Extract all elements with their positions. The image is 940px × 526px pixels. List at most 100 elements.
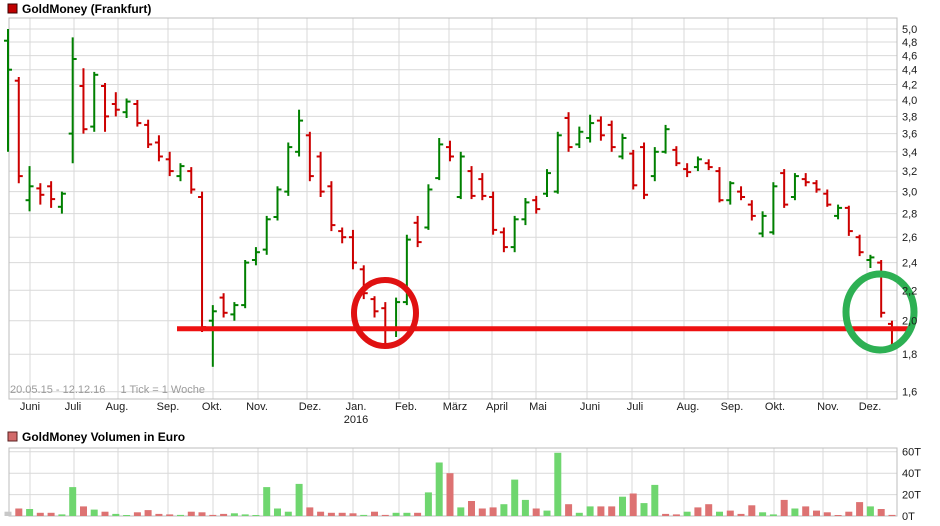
price-annotations xyxy=(177,270,918,354)
ohlc-bar xyxy=(144,119,153,148)
volume-bar xyxy=(4,511,12,516)
volume-bar xyxy=(780,499,788,516)
volume-bar xyxy=(845,511,853,516)
ohlc-bar xyxy=(553,131,562,194)
volume-bar xyxy=(748,505,756,516)
volume-bar xyxy=(489,507,497,516)
ohlc-bar xyxy=(47,181,56,208)
ohlc-bar xyxy=(823,189,832,207)
volume-bar xyxy=(586,506,594,516)
volume-bar xyxy=(500,504,508,516)
price-y-tick-label: 4,2 xyxy=(902,80,917,92)
volume-bar xyxy=(47,512,55,516)
volume-bar xyxy=(101,511,109,516)
red-circle-annotation xyxy=(351,277,419,349)
volume-bar xyxy=(457,507,465,516)
volume-bar xyxy=(705,504,713,516)
volume-bar xyxy=(112,513,120,516)
volume-bar xyxy=(726,510,734,516)
ohlc-bar xyxy=(834,204,843,220)
ohlc-bar xyxy=(133,100,142,127)
volume-bar xyxy=(220,513,228,516)
ohlc-bar xyxy=(424,184,433,230)
volume-bar xyxy=(478,508,486,516)
ohlc-bar xyxy=(101,83,110,132)
ohlc-bar xyxy=(693,156,702,172)
ohlc-bar xyxy=(866,254,875,268)
ohlc-bar xyxy=(607,120,616,152)
ohlc-bar xyxy=(747,200,756,221)
volume-bar xyxy=(317,511,325,516)
ohlc-bar xyxy=(154,135,163,162)
volume-bar xyxy=(403,512,411,516)
price-grid xyxy=(8,17,898,400)
ohlc-bar xyxy=(812,180,821,193)
volume-bar xyxy=(813,510,820,516)
ohlc-bar xyxy=(370,296,379,318)
volume-bar xyxy=(834,515,842,516)
x-axis-month-label: Sep. xyxy=(721,401,744,413)
x-axis-month-label: Sep. xyxy=(157,401,180,413)
volume-bar xyxy=(468,501,475,516)
volume-bar xyxy=(144,510,152,516)
volume-bar xyxy=(252,515,260,516)
volume-bar xyxy=(209,514,217,516)
x-axis-month-label: April xyxy=(486,401,508,413)
ohlc-bar xyxy=(25,166,34,212)
volume-bar xyxy=(306,507,314,516)
volume-bar xyxy=(651,484,659,516)
volume-bar xyxy=(662,513,670,516)
ohlc-bar xyxy=(273,186,282,221)
ohlc-bar xyxy=(801,173,810,187)
ohlc-bar xyxy=(230,302,239,321)
volume-bar xyxy=(338,512,346,516)
ohlc-bar xyxy=(456,151,465,200)
volume-bar xyxy=(672,514,680,516)
volume-bar xyxy=(241,514,249,516)
ohlc-bar xyxy=(219,293,228,318)
x-axis-month-label: Juli xyxy=(65,401,82,413)
volume-bar xyxy=(716,511,723,516)
volume-bar xyxy=(565,504,573,516)
ohlc-bar xyxy=(359,265,368,300)
price-y-tick-label: 5,0 xyxy=(902,24,917,36)
volume-bar xyxy=(866,506,874,516)
volume-bar xyxy=(823,512,831,516)
x-axis-month-label: Dez. xyxy=(299,401,322,413)
volume-bar xyxy=(629,493,637,516)
price-y-tick-label: 4,8 xyxy=(902,37,917,49)
volume-bar xyxy=(435,462,443,516)
volume-bar xyxy=(230,513,238,516)
volume-bar xyxy=(619,496,626,516)
volume-bar xyxy=(133,512,141,516)
price-y-tick-label: 2,0 xyxy=(902,316,917,328)
volume-bar xyxy=(155,513,163,516)
ohlc-bar xyxy=(780,169,789,208)
ohlc-bar xyxy=(769,182,778,235)
ohlc-bar xyxy=(338,227,347,244)
ohlc-bar xyxy=(758,211,767,238)
ohlc-bar xyxy=(564,112,573,152)
ohlc-bar xyxy=(284,142,293,196)
ohlc-bar xyxy=(543,169,551,197)
volume-bar xyxy=(166,514,174,516)
ohlc-bar xyxy=(790,173,799,201)
ohlc-bar xyxy=(165,151,174,177)
price-y-tick-label: 3,2 xyxy=(902,166,917,178)
ohlc-bar xyxy=(111,92,120,117)
ohlc-bar xyxy=(726,181,735,205)
ohlc-bar xyxy=(122,98,131,118)
volume-bar xyxy=(58,514,66,516)
ohlc-bar xyxy=(715,167,724,203)
x-axis-month-label: Jan. xyxy=(346,401,367,413)
ohlc-bar xyxy=(187,167,196,194)
ohlc-bar xyxy=(640,142,649,200)
volume-bar xyxy=(284,511,292,516)
price-y-tick-label: 1,8 xyxy=(902,349,917,361)
ohlc-bar xyxy=(68,37,77,164)
volume-bar xyxy=(683,511,691,516)
ohlc-bar xyxy=(176,163,185,182)
volume-bar xyxy=(360,514,368,516)
volume-bar xyxy=(371,511,378,516)
